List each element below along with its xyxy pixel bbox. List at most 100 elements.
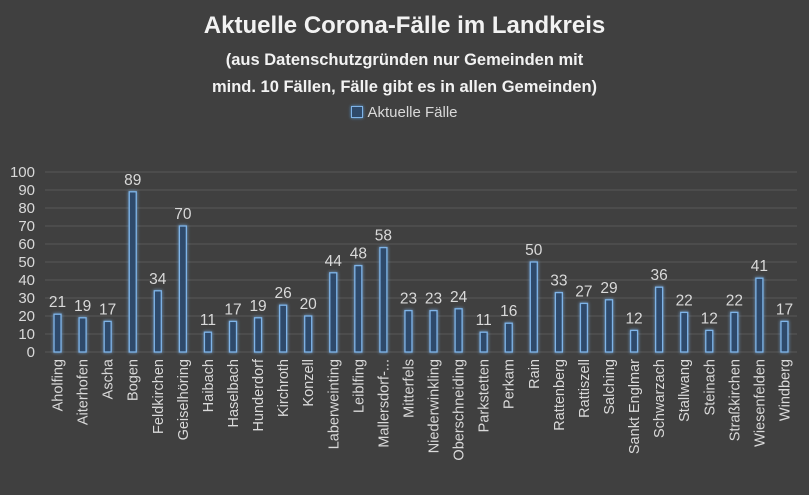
data-label: 19 <box>249 298 266 315</box>
y-tick-label: 100 <box>10 164 35 181</box>
data-label: 44 <box>325 253 343 270</box>
data-label: 22 <box>676 292 693 309</box>
bar <box>604 299 614 353</box>
y-tick-label: 80 <box>18 200 35 217</box>
y-tick-label: 90 <box>18 182 35 199</box>
bar <box>379 246 388 353</box>
bar <box>228 320 238 353</box>
x-tick-label: Windberg <box>777 359 793 421</box>
x-tick-label: Oberschneiding <box>452 359 468 461</box>
bar <box>178 225 188 353</box>
x-tick-label: Geiselhöring <box>176 359 192 440</box>
data-label: 27 <box>575 283 592 300</box>
data-label: 34 <box>149 271 167 288</box>
y-tick-label: 70 <box>18 218 35 235</box>
bar <box>128 191 137 353</box>
x-tick-label: Niederwinkling <box>427 359 443 453</box>
x-tick-label: Hunderdorf <box>251 358 267 432</box>
bar <box>304 315 313 353</box>
x-tick-label: Schwarzach <box>652 359 668 438</box>
x-tick-label: Mallersdorf-... <box>376 359 392 448</box>
data-label: 29 <box>600 280 617 297</box>
data-label: 41 <box>751 258 768 275</box>
data-label: 12 <box>701 310 718 327</box>
x-tick-label: Sankt Englmar <box>627 359 643 454</box>
bar <box>404 309 413 353</box>
bar <box>755 277 764 353</box>
x-tick-label: Wiesenfelden <box>752 359 768 447</box>
y-tick-label: 40 <box>18 272 35 289</box>
y-tick-label: 50 <box>18 254 35 271</box>
x-tick-label: Rain <box>527 359 543 389</box>
bar <box>529 261 538 353</box>
data-label: 24 <box>450 289 468 306</box>
data-label: 12 <box>625 310 642 327</box>
y-tick-label: 0 <box>27 344 35 361</box>
bar <box>654 286 664 353</box>
chart-title: Aktuelle Corona-Fälle im Landkreis <box>203 12 606 39</box>
bar <box>253 317 263 353</box>
y-tick-label: 30 <box>18 290 35 307</box>
x-tick-label: Salching <box>602 359 618 415</box>
data-label: 21 <box>49 294 66 311</box>
y-tick-label: 20 <box>18 308 35 325</box>
chart-subtitle-line2: mind. 10 Fällen, Fälle gibt es in allen … <box>211 78 598 96</box>
x-tick-label: Aholfing <box>51 359 67 411</box>
data-label: 11 <box>200 312 216 329</box>
x-tick-label: Konzell <box>301 359 317 407</box>
bar <box>278 304 288 353</box>
x-tick-label: Haselbach <box>226 359 242 428</box>
bar <box>730 311 739 353</box>
data-label: 89 <box>124 172 141 189</box>
data-label: 23 <box>425 291 442 308</box>
x-tick-label: Mitterfels <box>401 359 417 418</box>
data-label: 20 <box>300 296 318 313</box>
bar <box>629 329 639 353</box>
x-tick-label: Bogen <box>126 359 142 401</box>
x-tick-label: Straßkirchen <box>727 359 743 441</box>
bar <box>454 308 463 353</box>
legend-swatch <box>351 106 364 118</box>
bar <box>354 264 363 353</box>
data-label: 36 <box>651 267 668 284</box>
data-label: 50 <box>525 242 543 259</box>
x-tick-label: Stallwang <box>677 359 693 422</box>
data-label: 70 <box>174 206 192 223</box>
data-label: 11 <box>476 312 492 329</box>
data-label: 58 <box>375 228 392 245</box>
data-label: 17 <box>776 301 793 318</box>
data-label: 23 <box>400 291 417 308</box>
bar <box>78 317 87 353</box>
x-tick-label: Kirchroth <box>276 359 292 417</box>
bar <box>53 313 62 353</box>
data-label: 16 <box>500 303 517 320</box>
y-tick-label: 60 <box>18 236 35 253</box>
x-tick-label: Perkam <box>502 359 518 409</box>
y-tick-label: 10 <box>18 326 35 343</box>
bar <box>153 290 162 353</box>
bar <box>579 302 589 353</box>
bar <box>504 322 513 353</box>
x-tick-label: Rattenberg <box>552 359 568 431</box>
bar <box>479 331 488 353</box>
data-label: 17 <box>224 301 241 318</box>
x-tick-label: Laberweinting <box>326 359 342 449</box>
chart-legend: Aktuelle Fälle <box>0 104 809 121</box>
data-label: 22 <box>726 292 743 309</box>
data-label: 19 <box>74 298 91 315</box>
x-tick-label: Haibach <box>201 359 217 412</box>
data-label: 17 <box>99 301 116 318</box>
x-tick-label: Rattiszell <box>577 359 593 418</box>
x-tick-label: Parkstetten <box>477 359 493 432</box>
x-tick-label: Ascha <box>101 358 117 399</box>
bar <box>203 331 213 353</box>
bar <box>554 291 564 353</box>
bar <box>780 320 789 353</box>
x-tick-label: Feldkirchen <box>151 359 167 434</box>
data-label: 26 <box>275 285 292 302</box>
chart-subtitle-line1: (aus Datenschutzgründen nur Gemeinden mi… <box>225 51 584 69</box>
x-tick-label: Steinach <box>702 359 718 415</box>
bar <box>429 309 438 353</box>
x-tick-label: Leiblfing <box>351 359 367 413</box>
